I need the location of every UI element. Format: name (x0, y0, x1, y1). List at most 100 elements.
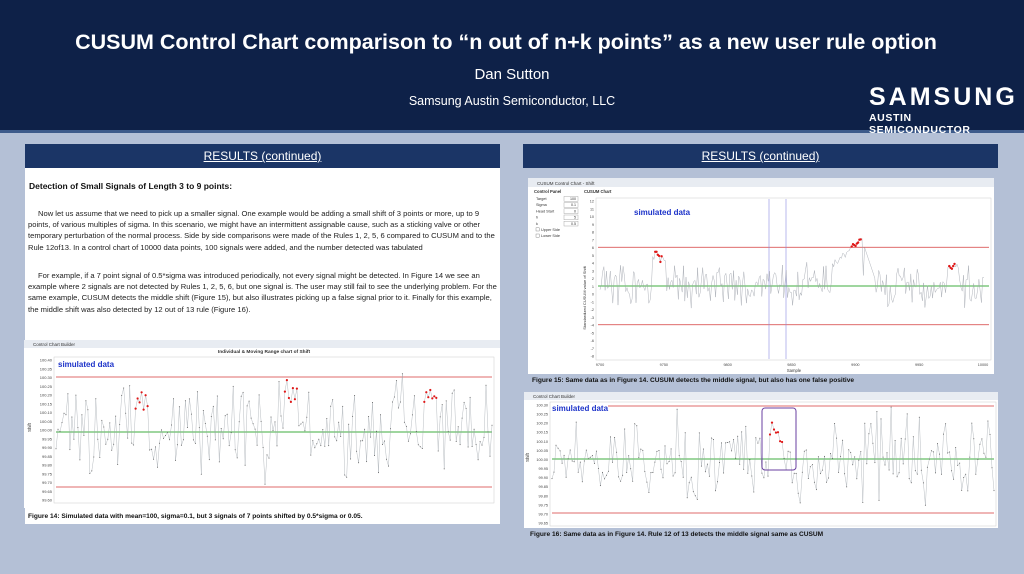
data-point (987, 420, 989, 422)
flagged-point (295, 387, 298, 390)
data-point (870, 423, 872, 425)
data-point (599, 485, 601, 487)
data-point (646, 481, 648, 483)
data-point (571, 460, 573, 462)
flagged-point (772, 428, 776, 431)
poster-header: CUSUM Control Chart comparison to “n out… (0, 0, 1024, 136)
data-point (696, 498, 698, 500)
data-point (214, 439, 216, 441)
data-point (302, 421, 304, 423)
data-point (648, 492, 650, 493)
data-point (737, 435, 739, 437)
data-point (248, 400, 250, 402)
data-point (161, 429, 162, 431)
data-point (694, 495, 696, 497)
y-tick-label: 3 (592, 269, 594, 273)
data-point (95, 398, 97, 400)
data-point (856, 478, 858, 480)
y-tick-label: 99.85 (42, 454, 53, 459)
data-point (264, 483, 266, 485)
data-point (807, 478, 809, 479)
data-point (65, 414, 67, 416)
data-point (129, 385, 131, 387)
data-point (739, 463, 741, 465)
flagged-point (770, 421, 774, 424)
data-point (912, 436, 914, 438)
data-point (479, 441, 481, 443)
y-tick-label: 99.65 (42, 489, 53, 494)
data-point (765, 461, 767, 463)
data-point (622, 474, 624, 476)
data-point (328, 445, 330, 447)
data-point (310, 454, 312, 456)
data-point (698, 432, 700, 434)
data-point (717, 481, 718, 483)
panel-field-input (563, 196, 579, 202)
data-point (971, 422, 973, 424)
data-point (149, 449, 151, 451)
data-point (658, 450, 660, 451)
data-point (342, 405, 344, 407)
data-point (593, 463, 595, 464)
flagged-point (655, 250, 658, 253)
data-point (610, 436, 611, 438)
subheading: Detection of Small Signals of Length 3 t… (29, 181, 233, 191)
figure-16-chart: Control Chart Builder Shift 100.30 100.25… (524, 392, 998, 528)
data-point (886, 452, 888, 454)
right-section-title: RESULTS (continued) (523, 144, 998, 168)
data-point (908, 478, 910, 479)
data-point (828, 477, 829, 479)
data-point (81, 414, 83, 416)
data-point (557, 447, 559, 449)
data-point (202, 410, 204, 411)
y-tick-label: 5 (592, 254, 594, 258)
data-point (268, 457, 270, 459)
data-point (741, 431, 743, 433)
data-point (662, 477, 664, 479)
data-point (330, 405, 332, 407)
data-point (57, 428, 59, 430)
data-point (767, 475, 769, 477)
data-point (220, 428, 222, 429)
data-point (67, 393, 69, 395)
data-point (266, 454, 268, 456)
data-point (399, 401, 401, 403)
data-point (443, 468, 445, 470)
y-tick-label: 100.30 (40, 375, 53, 380)
y-tick-label: 100.15 (40, 401, 53, 406)
data-point (761, 472, 763, 474)
y-tick-label: 1 (592, 285, 594, 289)
data-point (186, 427, 188, 428)
data-point (441, 404, 443, 406)
data-point (405, 425, 407, 427)
data-point (620, 480, 622, 482)
y-tick-label: 99.70 (42, 480, 53, 485)
figure-14-chart: Control Chart Builder Individual & Movin… (24, 340, 500, 508)
data-point (874, 462, 876, 464)
panel-field-label: Target (536, 197, 547, 201)
data-point (354, 395, 356, 396)
flagged-point (850, 245, 853, 248)
data-point (366, 461, 368, 463)
paragraph-2: For example, if a 7 point signal of 0.5*… (28, 271, 497, 314)
data-point (155, 446, 156, 448)
data-point (298, 425, 300, 427)
data-point (983, 452, 985, 454)
flagged-point (431, 397, 434, 400)
data-point (585, 449, 587, 451)
flagged-point (146, 405, 149, 408)
flagged-point (283, 390, 286, 393)
data-point (208, 459, 210, 461)
flagged-point (138, 401, 141, 404)
flagged-point (142, 408, 145, 411)
data-point (638, 457, 640, 459)
y-tick-label: 99.75 (42, 471, 53, 476)
data-point (906, 413, 908, 415)
data-point (882, 456, 884, 458)
data-point (866, 463, 868, 465)
data-point (894, 440, 896, 441)
data-point (993, 490, 995, 492)
y-tick-label: -6 (591, 339, 594, 343)
poster-title: CUSUM Control Chart comparison to “n out… (75, 30, 937, 54)
data-point (969, 456, 971, 458)
